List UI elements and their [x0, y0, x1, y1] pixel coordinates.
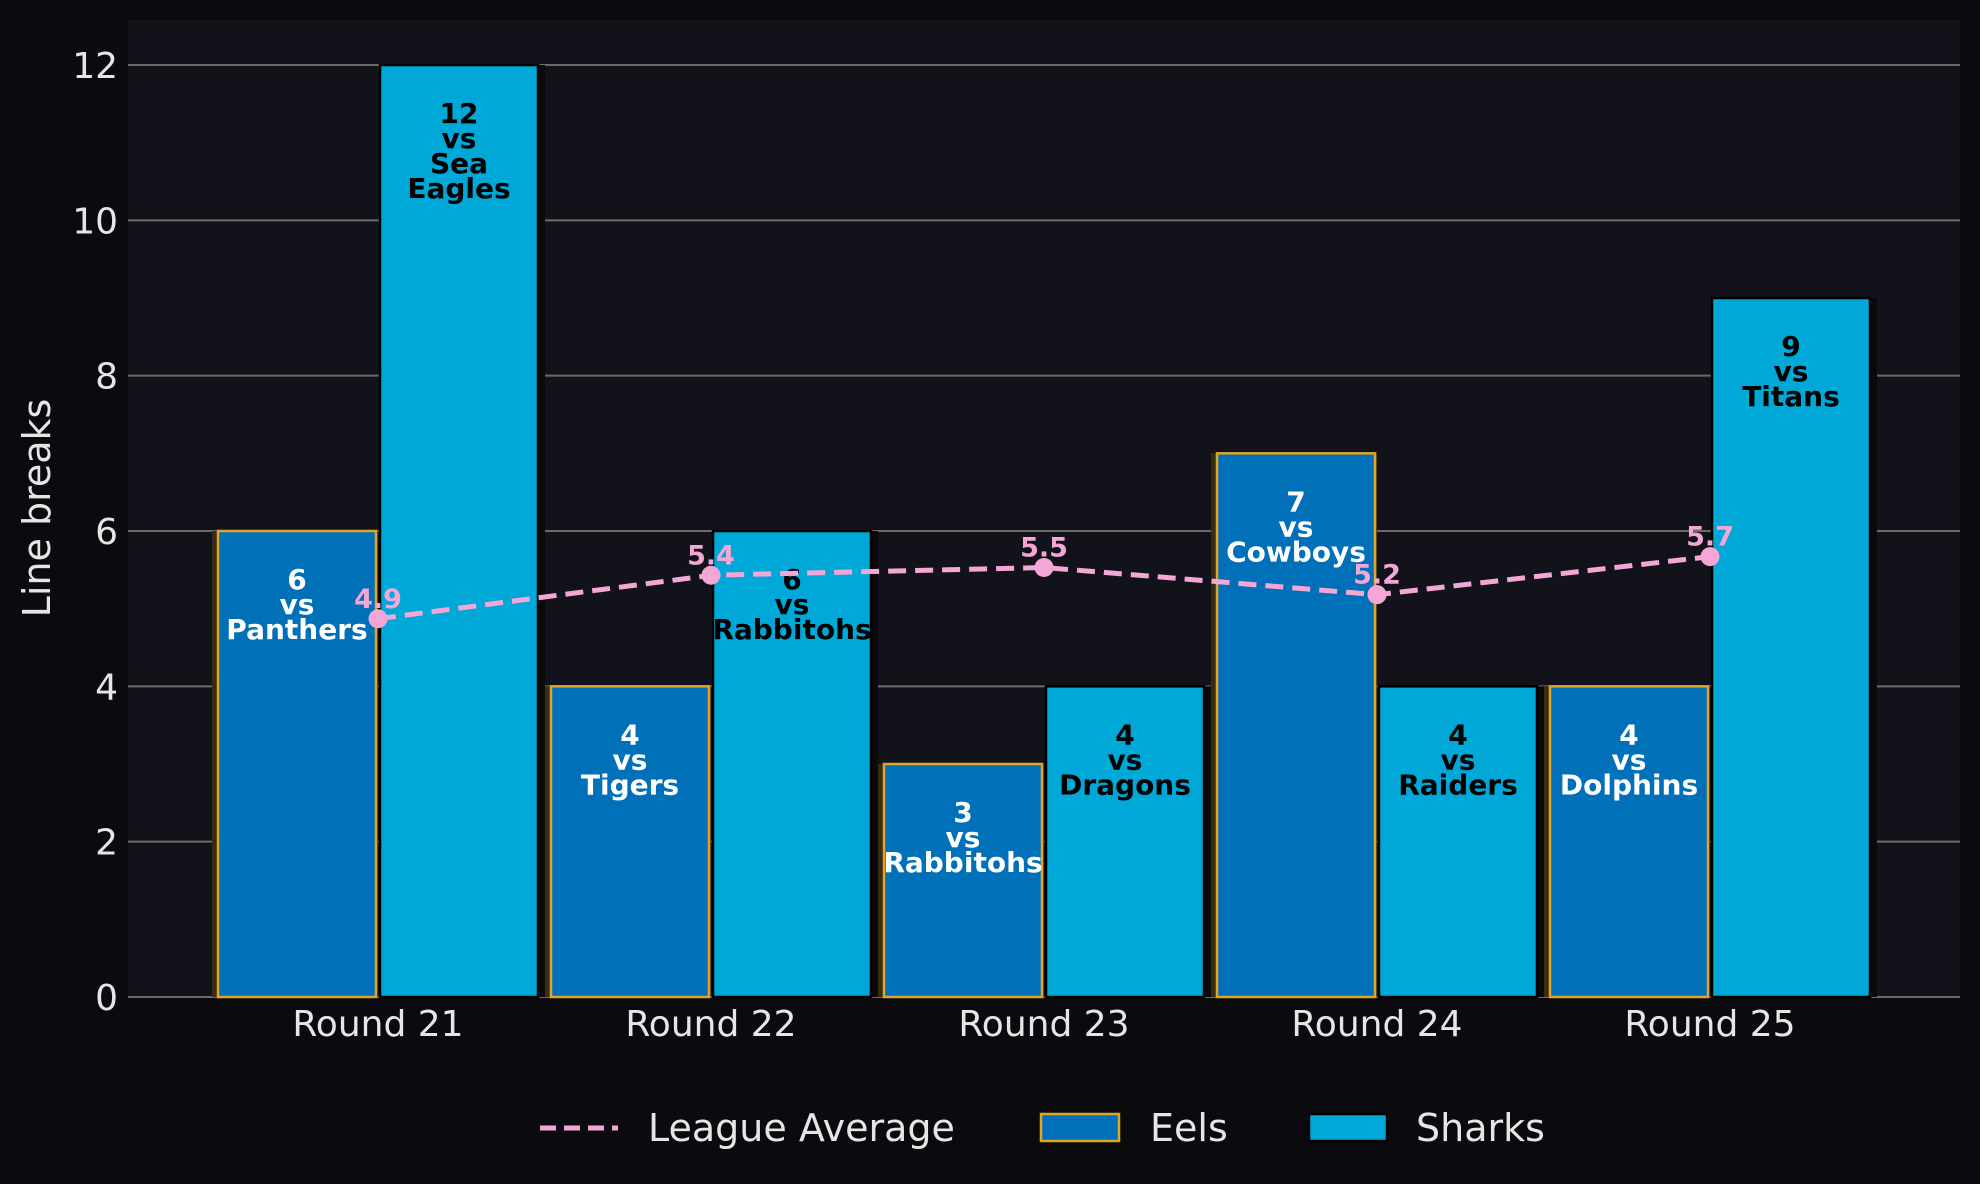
- bar-data-label: Dragons: [1059, 768, 1191, 801]
- bar-data-label: vs: [1441, 743, 1476, 776]
- bar-data-label: 4: [620, 718, 639, 751]
- bar-data-label: Dolphins: [1560, 768, 1698, 801]
- bar-data-label: 4: [1115, 718, 1134, 751]
- x-tick-label: Round 24: [1291, 1004, 1462, 1045]
- bar-data-label: Raiders: [1398, 768, 1518, 801]
- y-tick-label: 8: [95, 357, 118, 398]
- bar-data-label: Sea: [430, 147, 488, 180]
- y-tick-label: 0: [95, 978, 118, 1019]
- eels-bar: [549, 685, 711, 999]
- bar-data-label: 3: [953, 796, 972, 829]
- sharks-bar: [378, 63, 540, 999]
- league-average-point: [1367, 585, 1387, 605]
- league-average-point: [368, 609, 388, 629]
- bar-data-label: vs: [613, 743, 648, 776]
- y-axis-title: Line breaks: [15, 399, 59, 618]
- bar-data-label: Cowboys: [1226, 535, 1366, 568]
- sharks-bar: [1710, 296, 1872, 999]
- x-tick-label: Round 22: [625, 1004, 796, 1045]
- x-tick-label: Round 23: [958, 1004, 1129, 1045]
- bar-data-label: Tigers: [581, 768, 679, 801]
- bar-data-label: vs: [1774, 355, 1809, 388]
- league-average-label: 5.7: [1686, 522, 1734, 553]
- bar-data-label: 7: [1286, 485, 1305, 518]
- bar-data-label: vs: [946, 821, 981, 854]
- bar-data-label: Rabbitohs: [883, 846, 1042, 879]
- legend: League Average Eels Sharks: [540, 1106, 1545, 1150]
- bar-data-label: Rabbitohs: [712, 613, 871, 646]
- y-tick-label: 4: [95, 667, 118, 708]
- bar-data-label: vs: [442, 122, 477, 155]
- legend-label-sharks: Sharks: [1416, 1106, 1545, 1150]
- y-tick-label: 10: [72, 201, 118, 242]
- eels-bar: [1548, 685, 1710, 999]
- sharks-bar: [711, 529, 873, 999]
- league-average-label: 4.9: [354, 584, 402, 615]
- bar-data-label: 4: [1448, 718, 1467, 751]
- y-axis-ticks: 0 2 4 6 8 10 12: [72, 46, 118, 1019]
- league-average-point: [701, 565, 721, 585]
- league-average-path: [377, 554, 1711, 622]
- league-average-label: 5.5: [1020, 533, 1068, 564]
- bar-data-label: vs: [1108, 743, 1143, 776]
- eels-bar: [216, 529, 378, 999]
- x-tick-label: Round 21: [292, 1004, 463, 1045]
- legend-label-league-average: League Average: [648, 1106, 955, 1150]
- league-average-point: [1700, 547, 1720, 567]
- legend-swatch-sharks: [1307, 1112, 1389, 1143]
- legend-label-eels: Eels: [1150, 1106, 1228, 1150]
- bar-data-label: 4: [1619, 718, 1638, 751]
- y-tick-label: 12: [72, 46, 118, 87]
- bar-data-label: vs: [280, 588, 315, 621]
- sharks-bar: [1044, 685, 1206, 999]
- bar-data-label: 6: [287, 563, 306, 596]
- sharks-bar: [1377, 685, 1539, 999]
- league-average-label: 5.2: [1353, 560, 1401, 591]
- league-average-label: 5.4: [687, 540, 735, 571]
- bar-data-label: vs: [775, 588, 810, 621]
- league-average-line: 4.9 5.4 5.5 5.2 5.7: [354, 522, 1734, 629]
- x-tick-label: Round 25: [1624, 1004, 1795, 1045]
- bar-data-label: Titans: [1742, 380, 1840, 413]
- y-tick-label: 6: [95, 512, 118, 553]
- eels-bar: [1215, 452, 1377, 999]
- bar-data-label: 9: [1781, 330, 1800, 363]
- bar-data-label: 12: [440, 97, 479, 130]
- bar-data-label: Eagles: [407, 172, 510, 205]
- bars: 6vsPanthers12vsSeaEagles4vsTigers6vsRabb…: [212, 63, 1877, 999]
- bar-data-label: vs: [1279, 510, 1314, 543]
- eels-bar: [882, 762, 1044, 999]
- legend-swatch-eels: [1039, 1112, 1121, 1143]
- y-tick-label: 2: [95, 823, 118, 864]
- bar-data-label: Panthers: [226, 613, 367, 646]
- bar-data-label: vs: [1612, 743, 1647, 776]
- x-axis-ticks: Round 21 Round 22 Round 23 Round 24 Round 25: [292, 1004, 1795, 1045]
- league-average-point: [1034, 558, 1054, 578]
